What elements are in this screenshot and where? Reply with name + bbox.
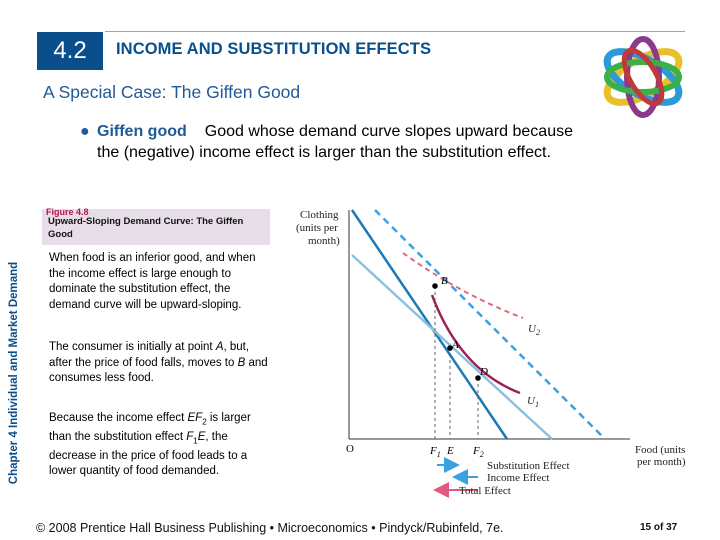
- footer-copyright: © 2008 Prentice Hall Business Publishing…: [36, 521, 504, 535]
- u2-label: U2: [528, 323, 540, 337]
- tick-f2-label: F2: [472, 445, 484, 459]
- figure-caption: Upward-Sloping Demand Curve: The Giffen …: [48, 216, 244, 240]
- paragraph-3: Because the income effect EF2 is larger …: [49, 411, 269, 480]
- legend-income: Income Effect: [487, 472, 549, 484]
- origin-label: O: [346, 443, 354, 455]
- p3-f1: F: [186, 430, 194, 443]
- p3-text-a: Because the income effect: [49, 412, 188, 424]
- indifference-curve-u2: [402, 252, 524, 319]
- rings-logo: [603, 36, 683, 118]
- point-d-marker: [475, 375, 481, 381]
- page-number: 15 of 37: [640, 522, 678, 533]
- new-budget-line: [374, 209, 606, 440]
- p2-text-c: and consumes less food.: [49, 356, 268, 385]
- title-rule: [105, 31, 685, 32]
- p3-f1-sub: 1: [193, 436, 198, 446]
- point-a-label: A: [451, 339, 459, 351]
- figure-label: Figure 4.8: [46, 207, 89, 217]
- figure-caption-box: [42, 209, 270, 245]
- chapter-label-text: Chapter 4 Individual and Market Demand: [8, 261, 20, 485]
- tick-e-label: E: [446, 445, 454, 457]
- giffen-diagram: Clothing (units per month) U1 U2 B A D O…: [296, 209, 686, 498]
- point-b-label: B: [441, 275, 448, 287]
- x-axis-label-2: per month): [637, 456, 686, 468]
- y-axis-label-1: Clothing: [300, 209, 339, 221]
- p3-e: E: [197, 430, 206, 443]
- bullet-definition: Good whose demand curve slopes upward be…: [97, 123, 573, 161]
- p2-text-a: The consumer is initially at point: [49, 341, 216, 353]
- point-b-marker: [432, 283, 438, 289]
- legend-substitution: Substitution Effect: [487, 460, 570, 472]
- point-d-label: D: [479, 366, 488, 378]
- y-axis-label-2: (units per: [296, 222, 338, 234]
- indifference-curve-u1: [430, 294, 521, 395]
- section-number: 4.2: [37, 32, 103, 70]
- y-axis-label-3: month): [308, 235, 340, 247]
- tick-f1-label: F1: [429, 445, 441, 459]
- chapter-vertical-label: Chapter 4 Individual and Market Demand: [0, 228, 28, 518]
- p2-point-b: B: [237, 356, 246, 369]
- u1-label: U1: [527, 395, 539, 409]
- paragraph-2: The consumer is initially at point A, bu…: [49, 340, 269, 387]
- point-a-marker: [447, 345, 453, 351]
- bullet-icon: ●: [80, 123, 90, 140]
- x-axis-label-1: Food (units: [635, 444, 685, 456]
- bullet-text: Giffen good Good whose demand curve slope…: [97, 121, 577, 163]
- paragraph-1: When food is an inferior good, and when …: [49, 252, 256, 311]
- p3-ef-sub: 2: [202, 417, 207, 427]
- bullet-term: Giffen good: [97, 123, 187, 140]
- p3-text-b: is larger than the substitution effect: [49, 412, 251, 443]
- p2-text-b: , but, after the price of food falls, mo…: [49, 341, 250, 369]
- slide-title: INCOME AND SUBSTITUTION EFFECTS: [116, 40, 432, 58]
- p2-point-a: A: [215, 341, 224, 353]
- p3-ef: EF: [187, 412, 203, 424]
- original-budget-line: [350, 209, 509, 440]
- p3-text-c: , the decrease in the price of food lead…: [49, 430, 248, 478]
- legend-total: Total Effect: [459, 485, 511, 497]
- slide-subtitle: A Special Case: The Giffen Good: [43, 82, 301, 102]
